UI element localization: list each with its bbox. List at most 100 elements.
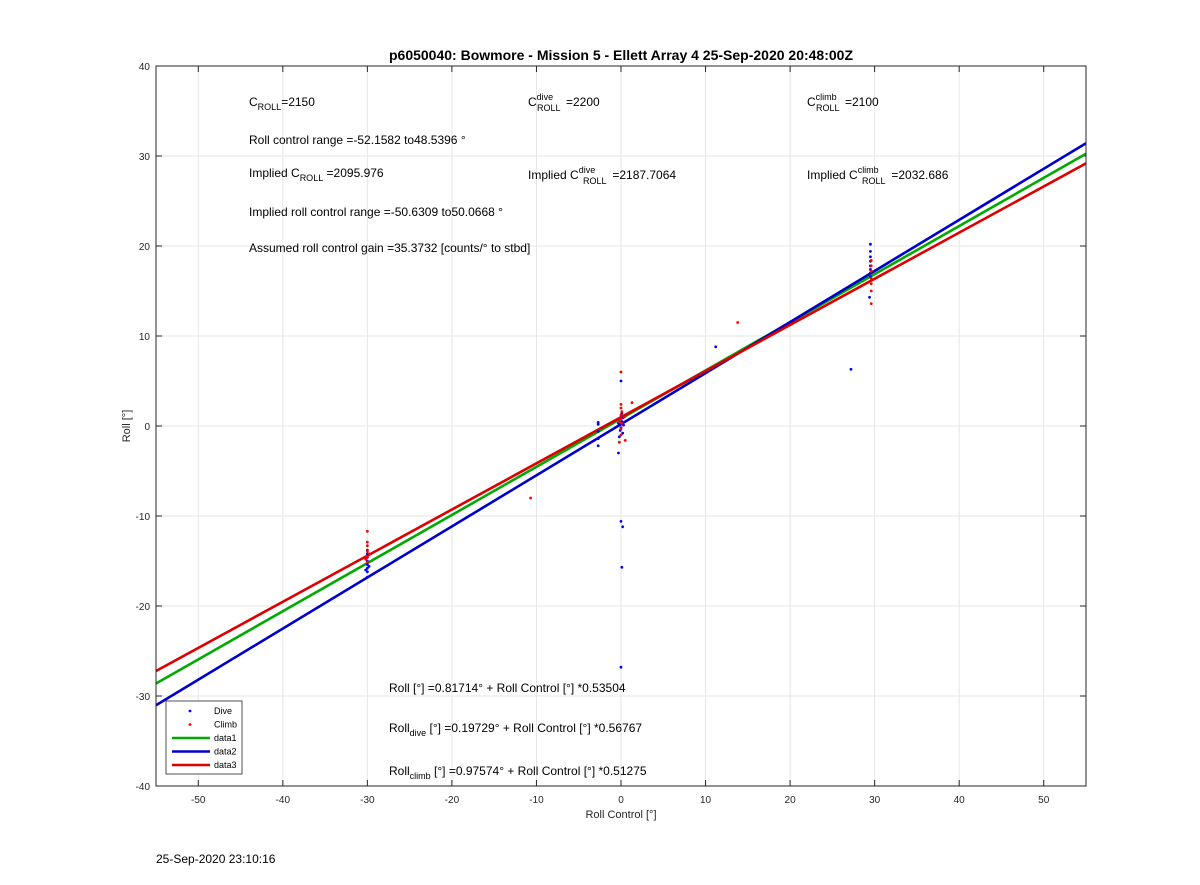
dive-point <box>365 563 369 566</box>
c-roll-climb-annotation: Cclimb ROLL =2100 <box>807 92 879 113</box>
implied-roll-range-annotation: Implied roll control range =-50.6309 to5… <box>249 205 503 219</box>
y-tick-label: -40 <box>136 782 151 793</box>
climb-point <box>622 415 626 419</box>
dive-point <box>622 423 625 427</box>
climb-point <box>620 421 624 425</box>
climb-point <box>869 264 873 268</box>
dive-point <box>714 345 718 349</box>
climb-point <box>529 496 532 500</box>
y-tick-label: 30 <box>139 152 151 163</box>
dive-point <box>365 570 369 574</box>
fit-equation-climb: Rollclimb [°] =0.97574° + Roll Control [… <box>389 764 647 781</box>
roll-control-range-annotation: Roll control range =-52.1582 to48.5396 ° <box>249 133 466 147</box>
climb-point <box>619 427 623 431</box>
climb-point <box>619 413 623 417</box>
y-tick-labels: -40 -30 -20 -10 0 10 20 30 40 <box>136 62 151 793</box>
fit-line-data3 <box>155 162 1087 673</box>
climb-point <box>623 439 627 442</box>
climb-point <box>364 557 368 561</box>
roll-gain-annotation: Assumed roll control gain =35.3732 [coun… <box>249 241 530 255</box>
climb-point <box>619 433 623 437</box>
dive-point <box>619 379 623 383</box>
chart-title: p6050040: Bowmore - Mission 5 - Ellett A… <box>389 47 853 63</box>
legend-label-data2: data2 <box>214 747 237 757</box>
y-axis-label: Roll [°] <box>121 410 133 443</box>
dive-point <box>869 250 872 253</box>
x-tick-label: -50 <box>191 795 206 806</box>
dive-point <box>620 565 624 569</box>
legend-label-data1: data1 <box>214 733 237 743</box>
x-tick-label: 40 <box>954 795 966 806</box>
climb-point <box>365 560 369 564</box>
c-roll-dive-annotation: Cdive ROLL =2200 <box>528 92 600 113</box>
x-tick-label: -10 <box>529 795 544 806</box>
implied-c-roll-annotation: Implied CROLL =2095.976 <box>249 166 384 183</box>
x-tick-label: 30 <box>869 795 881 806</box>
c-roll-annotation: CROLL=2150 <box>249 95 315 112</box>
print-timestamp: 25-Sep-2020 23:10:16 <box>156 852 276 866</box>
y-tick-label: -10 <box>136 512 151 523</box>
climb-point <box>619 417 623 421</box>
climb-point <box>869 269 873 273</box>
climb-point <box>619 370 623 374</box>
legend: Dive Climb data1 data2 data3 <box>165 700 243 775</box>
x-tick-labels: -50 -40 -30 -20 -10 0 10 20 30 40 50 <box>191 795 1050 806</box>
legend-label-dive: Dive <box>214 706 232 716</box>
dive-point <box>596 444 600 448</box>
dive-point <box>619 520 623 523</box>
climb-point <box>617 420 621 423</box>
x-tick-label: -40 <box>276 795 291 806</box>
fit-equation-all: Roll [°] =0.81714° + Roll Control [°] *0… <box>389 681 626 695</box>
x-tick-label: 10 <box>700 795 712 806</box>
dive-point <box>365 566 369 570</box>
y-tick-label: 0 <box>144 422 150 433</box>
legend-marker-dive <box>188 709 192 713</box>
dive-point <box>596 437 600 440</box>
climb-point <box>619 406 623 410</box>
dive-point <box>617 435 621 439</box>
dive-point <box>868 295 871 299</box>
climb-point <box>630 401 634 404</box>
fit-equation-dive: Rolldive [°] =0.19729° + Roll Control [°… <box>389 721 642 738</box>
dive-point <box>596 430 600 433</box>
legend-items: Dive Climb data1 data2 data3 <box>172 706 237 770</box>
x-axis-label: Roll Control [°] <box>585 809 656 821</box>
dive-point <box>621 431 625 435</box>
dive-point <box>849 367 853 371</box>
climb-point <box>869 259 873 262</box>
implied-c-roll-dive-annotation: Implied Cdive ROLL =2187.7064 <box>528 165 676 186</box>
y-tick-label: 10 <box>139 332 151 343</box>
climb-point <box>367 552 371 556</box>
y-tick-label: -20 <box>136 602 151 613</box>
legend-marker-climb <box>188 723 192 726</box>
climb-point <box>365 549 369 553</box>
climb-point <box>365 555 369 558</box>
y-tick-label: 20 <box>139 242 151 253</box>
climb-point <box>869 289 873 293</box>
legend-label-climb: Climb <box>214 720 237 730</box>
dive-point <box>617 451 620 455</box>
dive-point <box>619 665 623 669</box>
y-tick-label: 40 <box>139 62 151 73</box>
dive-point <box>596 421 600 424</box>
dive-point <box>621 525 625 529</box>
dive-point <box>869 242 872 246</box>
climb-point <box>365 540 369 544</box>
data-points <box>364 242 873 669</box>
climb-point <box>617 440 621 444</box>
dive-point <box>365 575 369 579</box>
x-tick-label: -20 <box>445 795 460 806</box>
axes-box <box>155 65 1087 787</box>
climb-point <box>619 403 623 406</box>
climb-point <box>869 302 873 305</box>
climb-point <box>365 544 369 548</box>
climb-point <box>736 321 740 324</box>
x-tick-label: 0 <box>618 795 624 806</box>
legend-label-data3: data3 <box>214 760 237 770</box>
dive-point <box>364 568 368 572</box>
climb-point <box>869 282 873 286</box>
implied-c-roll-climb-annotation: Implied Cclimb ROLL =2032.686 <box>807 165 949 186</box>
climb-point <box>365 529 369 533</box>
x-tick-label: 50 <box>1038 795 1050 806</box>
